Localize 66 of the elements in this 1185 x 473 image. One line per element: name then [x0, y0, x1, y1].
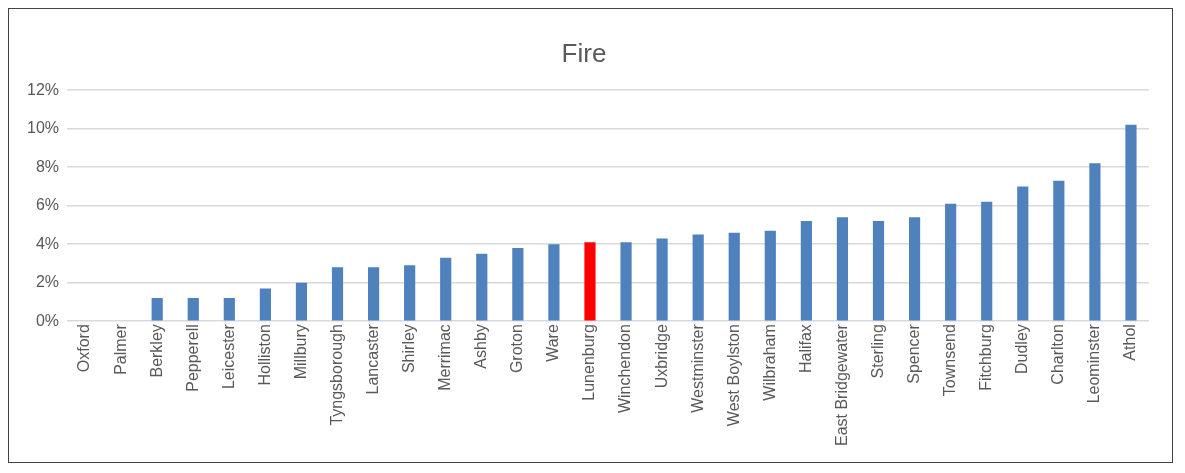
- x-tick-label: Halifax: [796, 324, 814, 374]
- x-tick-label: Leicester: [219, 323, 237, 390]
- x-tick-label: Holliston: [255, 324, 273, 386]
- x-tick-label: Wilbraham: [760, 324, 778, 401]
- x-tick-label: Townsend: [941, 324, 959, 397]
- x-tick-label: Athol: [1121, 324, 1139, 361]
- bar: [331, 267, 344, 321]
- bar: [836, 217, 849, 321]
- x-tick-label: Spencer: [904, 323, 922, 384]
- x-tick-label: Uxbridge: [652, 324, 670, 389]
- bar: [800, 221, 812, 321]
- bar: [295, 282, 308, 321]
- y-tick-label: 4%: [35, 234, 60, 252]
- bar: [945, 203, 957, 321]
- bar: [259, 288, 271, 321]
- x-tick-label: Charlton: [1049, 324, 1067, 385]
- x-tick-label: Ware: [544, 324, 562, 362]
- y-tick-label: 12%: [26, 80, 60, 98]
- x-tick-label: Merrimac: [436, 324, 454, 391]
- x-tick-label: Pepperell: [183, 324, 201, 392]
- x-tick-label: Lunenburg: [580, 324, 598, 401]
- y-tick-label: 8%: [35, 157, 60, 175]
- bar: [1017, 186, 1029, 321]
- bar: [656, 238, 668, 321]
- x-tick-label: Lancaster: [363, 323, 381, 395]
- bar: [620, 242, 632, 321]
- x-tick-label: Groton: [508, 324, 526, 374]
- x-tick-label: East Bridgewater: [832, 323, 850, 447]
- bar: [908, 217, 921, 321]
- x-tick-label: Westminster: [688, 323, 706, 413]
- x-tick-label: Dudley: [1013, 324, 1031, 374]
- chart-title: Fire: [561, 37, 607, 68]
- x-tick-label: Shirley: [400, 324, 418, 374]
- bar: [692, 234, 704, 321]
- bar: [223, 298, 235, 321]
- y-tick-label: 10%: [26, 119, 60, 137]
- bar: [512, 248, 524, 321]
- x-tick-label: Winchendon: [616, 324, 634, 414]
- x-tick-label: Berkley: [147, 324, 165, 378]
- bar: [1089, 163, 1101, 321]
- bar: [548, 244, 560, 321]
- bar: [440, 257, 452, 321]
- bar: [1053, 180, 1065, 321]
- x-tick-label: Palmer: [111, 323, 129, 375]
- x-tick-label: Ashby: [472, 324, 490, 369]
- bar: [872, 221, 885, 321]
- bar: [981, 201, 993, 321]
- y-tick-label: 6%: [35, 196, 60, 214]
- x-tick-label: Sterling: [868, 324, 886, 379]
- bar: [367, 267, 380, 321]
- x-tick-label: Oxford: [75, 324, 93, 373]
- x-tick-label: Fitchburg: [977, 324, 995, 391]
- y-tick-label: 2%: [35, 273, 60, 291]
- bar: [404, 265, 416, 321]
- bar: [728, 232, 740, 321]
- x-tick-label: West Boylston: [724, 324, 742, 427]
- x-tick-label: Leominster: [1085, 323, 1103, 404]
- bar: [1125, 124, 1137, 321]
- bar: [187, 298, 199, 321]
- x-tick-label: Millbury: [291, 324, 309, 380]
- bar: [151, 298, 163, 321]
- bar: [476, 253, 488, 321]
- x-tick-label: Tyngsborough: [327, 324, 345, 426]
- bar: [584, 242, 596, 321]
- bar: [764, 230, 776, 321]
- y-tick-label: 0%: [35, 311, 60, 329]
